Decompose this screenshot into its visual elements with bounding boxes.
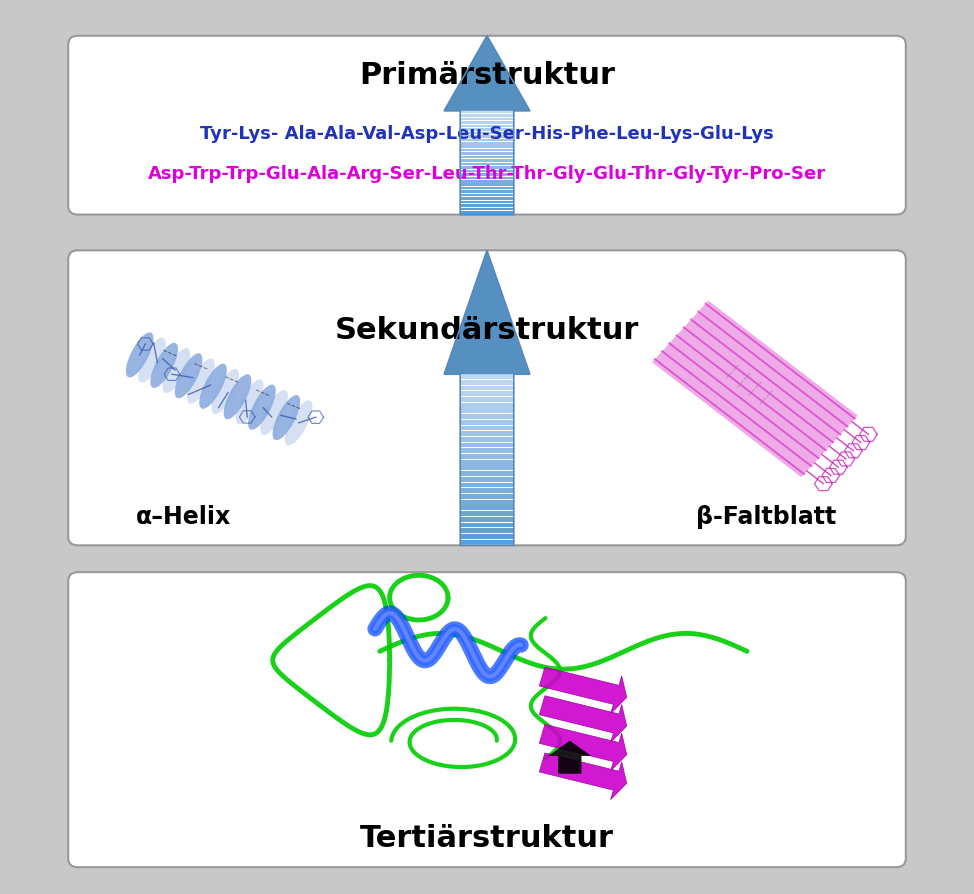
Ellipse shape <box>224 375 251 419</box>
Bar <box>460 204 514 207</box>
Bar <box>460 122 514 123</box>
Bar <box>460 198 514 200</box>
Bar <box>460 466 514 470</box>
Bar <box>460 159 514 162</box>
Text: β-Faltblatt: β-Faltblatt <box>696 505 837 528</box>
Bar <box>460 402 514 408</box>
Ellipse shape <box>187 358 214 403</box>
Bar <box>460 449 514 453</box>
Bar <box>460 460 514 465</box>
Bar <box>460 183 514 186</box>
Ellipse shape <box>260 390 288 435</box>
Bar <box>460 142 514 145</box>
Bar <box>460 170 514 173</box>
FancyBboxPatch shape <box>68 250 906 545</box>
Bar <box>460 426 514 430</box>
Bar <box>460 488 514 493</box>
Bar <box>460 128 514 131</box>
Bar <box>460 176 514 179</box>
Bar <box>460 471 514 476</box>
Bar <box>460 494 514 499</box>
Bar <box>460 517 514 521</box>
Text: Tyr-Lys- Ala-Ala-Val-Asp-Leu-Ser-His-Phe-Leu-Lys-Glu-Lys: Tyr-Lys- Ala-Ala-Val-Asp-Leu-Ser-His-Phe… <box>200 125 774 143</box>
FancyBboxPatch shape <box>68 572 906 867</box>
Bar <box>460 201 514 203</box>
Bar <box>460 511 514 516</box>
Bar <box>460 392 514 396</box>
Ellipse shape <box>236 379 264 425</box>
Bar <box>460 111 514 114</box>
Polygon shape <box>548 740 591 773</box>
Bar <box>460 385 514 391</box>
Ellipse shape <box>211 369 239 414</box>
Polygon shape <box>652 300 858 477</box>
Bar <box>460 414 514 419</box>
Bar <box>460 397 514 402</box>
Bar <box>460 483 514 487</box>
Text: Tertiärstruktur: Tertiärstruktur <box>360 824 614 853</box>
Bar <box>460 139 514 141</box>
Bar <box>460 528 514 533</box>
Bar <box>460 187 514 190</box>
Bar <box>460 500 514 504</box>
Ellipse shape <box>273 395 300 440</box>
Bar <box>460 149 514 151</box>
Polygon shape <box>444 250 530 375</box>
FancyBboxPatch shape <box>68 36 906 215</box>
Bar <box>460 131 514 134</box>
Bar <box>460 534 514 539</box>
Bar <box>460 437 514 442</box>
Bar <box>460 505 514 510</box>
Bar <box>460 380 514 384</box>
Ellipse shape <box>284 401 313 445</box>
Bar <box>460 114 514 117</box>
Bar <box>460 173 514 175</box>
Bar <box>460 540 514 544</box>
Bar <box>460 124 514 127</box>
Ellipse shape <box>150 342 178 388</box>
Polygon shape <box>540 667 626 713</box>
Bar <box>460 409 514 413</box>
Polygon shape <box>444 36 530 111</box>
Ellipse shape <box>163 348 190 393</box>
Ellipse shape <box>174 353 203 399</box>
Bar <box>460 211 514 214</box>
Bar <box>460 152 514 155</box>
Bar <box>460 420 514 425</box>
Bar <box>460 194 514 197</box>
Bar <box>460 156 514 158</box>
Text: Asp-Trp-Trp-Glu-Ala-Arg-Ser-Leu-Thr-Thr-Gly-Glu-Thr-Gly-Tyr-Pro-Ser: Asp-Trp-Trp-Glu-Ala-Arg-Ser-Leu-Thr-Thr-… <box>148 165 826 183</box>
Ellipse shape <box>248 384 276 430</box>
Text: Primärstruktur: Primärstruktur <box>359 62 615 90</box>
Bar <box>460 146 514 148</box>
Bar <box>460 443 514 448</box>
Bar <box>460 163 514 165</box>
Polygon shape <box>540 696 626 742</box>
Ellipse shape <box>200 364 227 409</box>
Bar <box>460 477 514 482</box>
Bar <box>460 431 514 436</box>
Bar <box>460 180 514 182</box>
Bar <box>460 522 514 527</box>
Bar <box>460 454 514 459</box>
Text: Sekundärstruktur: Sekundärstruktur <box>335 316 639 345</box>
Ellipse shape <box>138 338 166 383</box>
Bar <box>460 190 514 193</box>
Bar <box>460 166 514 169</box>
Bar <box>460 375 514 379</box>
Bar <box>460 118 514 121</box>
Polygon shape <box>540 724 626 771</box>
Text: α–Helix: α–Helix <box>136 505 232 528</box>
Bar <box>460 135 514 138</box>
Ellipse shape <box>126 333 154 377</box>
Bar <box>460 207 514 210</box>
Polygon shape <box>540 753 626 799</box>
